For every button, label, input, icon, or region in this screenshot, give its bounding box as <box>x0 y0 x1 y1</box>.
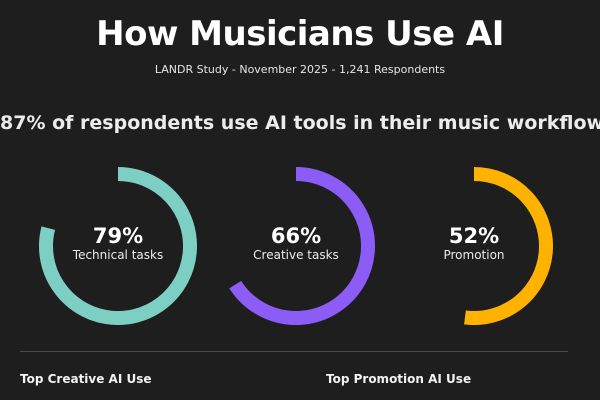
ring-technical-svg <box>39 167 197 325</box>
section-divider <box>20 351 568 352</box>
ring-creative: 66% Creative tasks <box>216 166 376 326</box>
ring-technical-arc <box>39 167 197 325</box>
ring-promotion-caption: Promotion <box>443 248 505 262</box>
headline-stat: 87% of respondents use AI tools in their… <box>0 112 600 134</box>
ring-technical-value: 79% <box>92 224 144 248</box>
ring-technical: 79% Technical tasks <box>38 166 198 326</box>
ring-creative-arc <box>229 167 375 325</box>
ring-creative-value: 66% <box>270 224 322 248</box>
section-heading-creative: Top Creative AI Use <box>20 372 152 386</box>
ring-technical-caption: Technical tasks <box>72 248 164 262</box>
ring-promotion-value: 52% <box>448 224 500 248</box>
ring-creative-svg <box>229 167 375 325</box>
page-subtitle: LANDR Study - November 2025 - 1,241 Resp… <box>154 63 446 76</box>
ring-promotion-svg <box>464 167 553 325</box>
ring-promotion-arc <box>464 167 553 325</box>
ring-promotion: 52% Promotion <box>394 166 554 326</box>
section-heading-promotion: Top Promotion AI Use <box>326 372 472 386</box>
page-title: How Musicians Use AI <box>96 14 504 54</box>
ring-creative-caption: Creative tasks <box>253 248 339 262</box>
